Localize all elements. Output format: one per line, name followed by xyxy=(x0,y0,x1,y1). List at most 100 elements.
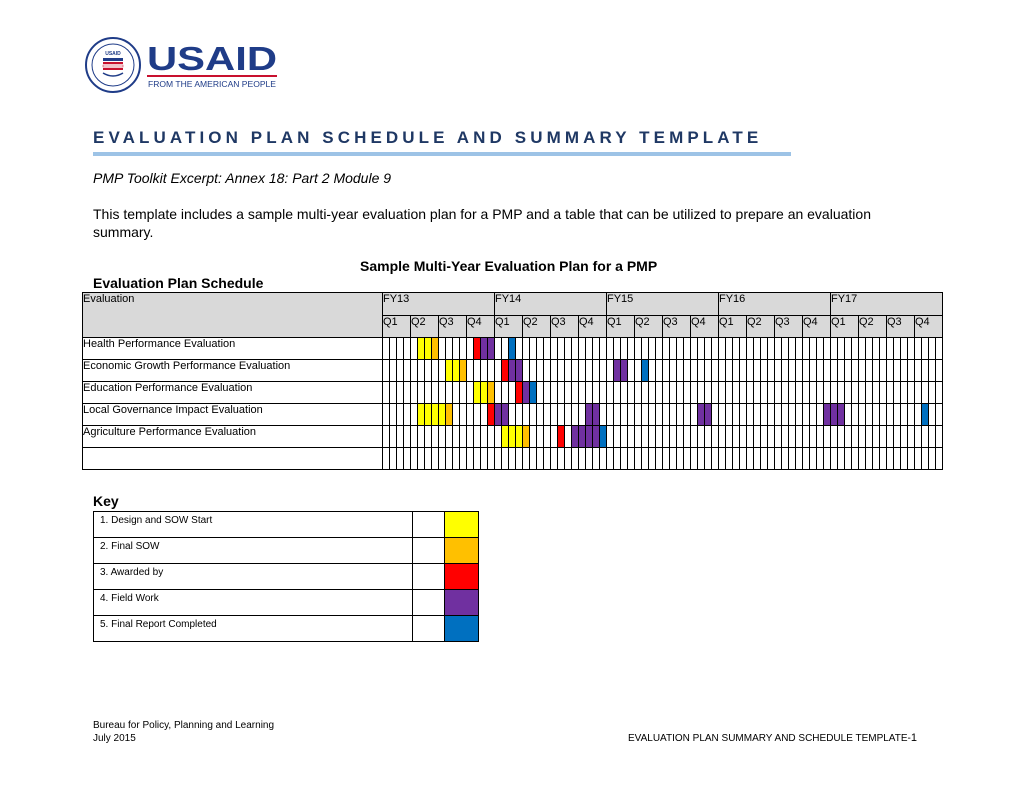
schedule-cell xyxy=(501,447,509,470)
schedule-cell xyxy=(396,359,404,382)
schedule-milestone-cell xyxy=(417,403,425,426)
schedule-milestone-cell xyxy=(837,403,845,426)
schedule-cell xyxy=(711,425,719,448)
schedule-cell xyxy=(711,359,719,382)
schedule-cell xyxy=(753,359,761,382)
schedule-cell xyxy=(585,337,593,360)
key-label: 4. Field Work xyxy=(93,589,413,616)
schedule-cell xyxy=(830,425,838,448)
evaluation-row: Local Governance Impact Evaluation xyxy=(82,403,943,426)
schedule-cell xyxy=(606,447,614,470)
schedule-milestone-cell xyxy=(445,359,453,382)
schedule-cell xyxy=(739,447,747,470)
schedule-milestone-cell xyxy=(494,403,502,426)
schedule-milestone-cell xyxy=(522,425,530,448)
schedule-milestone-cell xyxy=(529,381,537,404)
schedule-cell xyxy=(669,359,677,382)
schedule-cell xyxy=(536,447,544,470)
fiscal-year-header: FY14 xyxy=(494,292,607,316)
schedule-cell xyxy=(662,359,670,382)
schedule-cell xyxy=(438,337,446,360)
schedule-cell xyxy=(844,447,852,470)
seal-inner-text: USAID xyxy=(105,51,121,57)
quarter-header: Q4 xyxy=(690,315,719,338)
schedule-milestone-cell xyxy=(585,403,593,426)
schedule-cell xyxy=(886,381,894,404)
footer-page-label: EVALUATION PLAN SUMMARY AND SCHEDULE TEM… xyxy=(628,732,917,744)
schedule-cell xyxy=(494,447,502,470)
fiscal-year-header: FY16 xyxy=(718,292,831,316)
schedule-cell xyxy=(655,381,663,404)
schedule-cell xyxy=(739,425,747,448)
schedule-cell xyxy=(711,403,719,426)
schedule-cell xyxy=(438,447,446,470)
schedule-cell xyxy=(914,359,922,382)
schedule-cell xyxy=(816,447,824,470)
schedule-cell xyxy=(494,359,502,382)
schedule-cell xyxy=(795,425,803,448)
schedule-cell xyxy=(802,403,810,426)
schedule-cell xyxy=(620,447,628,470)
schedule-cell xyxy=(599,337,607,360)
schedule-cell xyxy=(676,359,684,382)
schedule-cell xyxy=(466,425,474,448)
schedule-cell xyxy=(830,381,838,404)
schedule-cell xyxy=(648,425,656,448)
schedule-cell xyxy=(550,447,558,470)
key-color-swatch xyxy=(444,511,479,538)
schedule-cell xyxy=(795,403,803,426)
schedule-cell xyxy=(914,337,922,360)
schedule-cell xyxy=(536,337,544,360)
schedule-cell xyxy=(795,381,803,404)
schedule-milestone-cell xyxy=(515,381,523,404)
schedule-cell xyxy=(704,425,712,448)
schedule-milestone-cell xyxy=(921,403,929,426)
schedule-cell xyxy=(809,337,817,360)
schedule-cell xyxy=(900,337,908,360)
schedule-cell xyxy=(711,337,719,360)
schedule-cell xyxy=(417,425,425,448)
schedule-cell xyxy=(802,381,810,404)
schedule-cell xyxy=(606,359,614,382)
schedule-cell xyxy=(550,381,558,404)
schedule-cell xyxy=(865,447,873,470)
schedule-cell xyxy=(809,403,817,426)
schedule-cell xyxy=(844,381,852,404)
schedule-section-title: Evaluation Plan Schedule xyxy=(93,275,264,291)
key-row: 3. Awarded by xyxy=(93,563,479,590)
schedule-cell xyxy=(424,359,432,382)
schedule-milestone-cell xyxy=(823,403,831,426)
schedule-cell xyxy=(676,425,684,448)
schedule-cell xyxy=(473,403,481,426)
schedule-cell xyxy=(760,381,768,404)
schedule-cell xyxy=(557,447,565,470)
schedule-cell xyxy=(676,381,684,404)
fiscal-year-header: FY15 xyxy=(606,292,719,316)
schedule-cell xyxy=(557,337,565,360)
schedule-cell xyxy=(781,425,789,448)
schedule-cell xyxy=(606,337,614,360)
schedule-table-title: Sample Multi-Year Evaluation Plan for a … xyxy=(360,258,658,274)
schedule-cell xyxy=(907,447,915,470)
schedule-cell xyxy=(634,425,642,448)
schedule-cell xyxy=(543,337,551,360)
schedule-cell xyxy=(830,447,838,470)
key-row: 4. Field Work xyxy=(93,589,479,616)
schedule-cell xyxy=(788,337,796,360)
schedule-cell xyxy=(816,425,824,448)
schedule-cell xyxy=(627,425,635,448)
evaluation-row: Education Performance Evaluation xyxy=(82,381,943,404)
quarter-header: Q3 xyxy=(550,315,579,338)
schedule-cell xyxy=(662,425,670,448)
schedule-cell xyxy=(613,447,621,470)
schedule-cell xyxy=(473,359,481,382)
schedule-cell xyxy=(536,359,544,382)
schedule-cell xyxy=(487,447,495,470)
schedule-cell xyxy=(732,381,740,404)
schedule-cell xyxy=(907,337,915,360)
fiscal-year-header: FY17 xyxy=(830,292,943,316)
fiscal-year-header-row: Evaluation FY13 FY14 FY15 FY16 FY17 xyxy=(82,292,943,338)
quarter-header: Q2 xyxy=(858,315,887,338)
schedule-cell xyxy=(767,403,775,426)
schedule-cell xyxy=(529,447,537,470)
